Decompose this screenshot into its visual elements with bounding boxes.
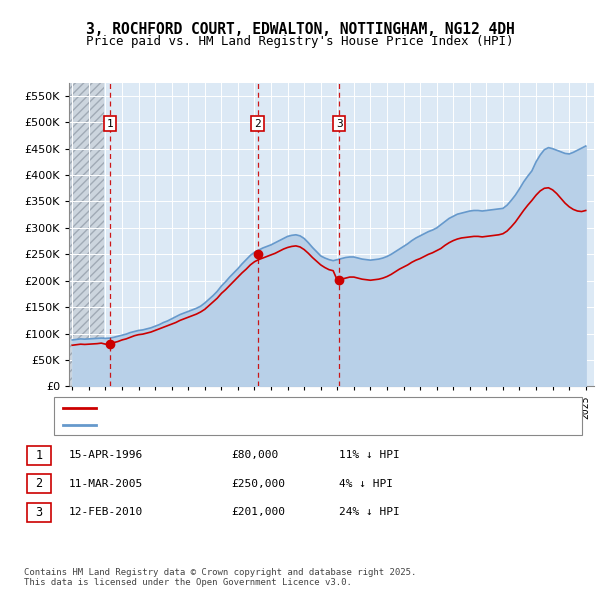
Text: 3, ROCHFORD COURT, EDWALTON, NOTTINGHAM, NG12 4DH: 3, ROCHFORD COURT, EDWALTON, NOTTINGHAM,… — [86, 22, 514, 37]
Text: 11% ↓ HPI: 11% ↓ HPI — [339, 451, 400, 460]
Text: 11-MAR-2005: 11-MAR-2005 — [69, 479, 143, 489]
Bar — [69, 83, 104, 386]
Text: 1: 1 — [107, 119, 113, 129]
Text: £80,000: £80,000 — [231, 451, 278, 460]
Text: 15-APR-1996: 15-APR-1996 — [69, 451, 143, 460]
Text: £250,000: £250,000 — [231, 479, 285, 489]
Text: 4% ↓ HPI: 4% ↓ HPI — [339, 479, 393, 489]
Text: 3: 3 — [35, 506, 43, 519]
Text: 12-FEB-2010: 12-FEB-2010 — [69, 507, 143, 517]
Text: Contains HM Land Registry data © Crown copyright and database right 2025.
This d: Contains HM Land Registry data © Crown c… — [24, 568, 416, 587]
Text: HPI: Average price, detached house, Rushcliffe: HPI: Average price, detached house, Rush… — [101, 419, 371, 430]
Text: Price paid vs. HM Land Registry's House Price Index (HPI): Price paid vs. HM Land Registry's House … — [86, 35, 514, 48]
Text: 3, ROCHFORD COURT, EDWALTON, NOTTINGHAM, NG12 4DH (detached house): 3, ROCHFORD COURT, EDWALTON, NOTTINGHAM,… — [101, 403, 488, 413]
Text: 2: 2 — [254, 119, 261, 129]
Text: 3: 3 — [336, 119, 343, 129]
Text: 24% ↓ HPI: 24% ↓ HPI — [339, 507, 400, 517]
Text: 2: 2 — [35, 477, 43, 490]
Text: £201,000: £201,000 — [231, 507, 285, 517]
Text: 1: 1 — [35, 449, 43, 462]
